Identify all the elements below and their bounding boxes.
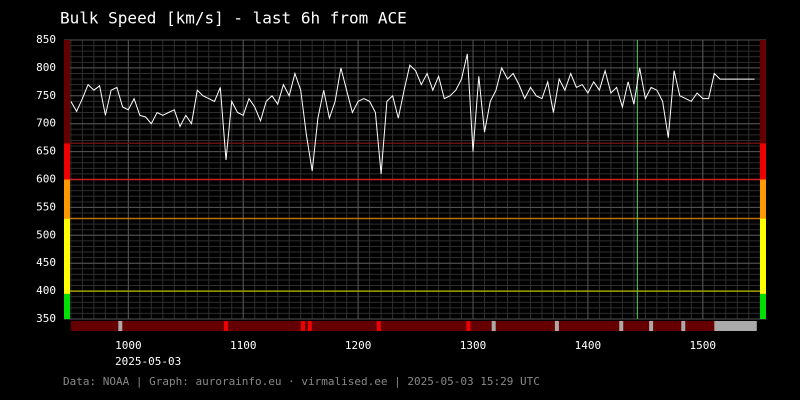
x-tick-label: 1400 [575,339,602,352]
band-left [64,218,70,294]
y-tick-label: 850 [36,33,56,46]
status-mark [554,321,559,331]
status-mark [466,321,471,331]
x-tick-label: 1200 [345,339,372,352]
band-right [760,293,766,319]
status-gap [714,321,757,331]
y-tick-label: 700 [36,117,56,130]
band-right [760,143,766,180]
band-right [760,179,766,219]
status-mark [491,321,496,331]
status-mark [300,321,305,331]
band-left [64,40,70,144]
band-right [760,218,766,294]
y-tick-label: 600 [36,173,56,186]
x-tick-label: 1000 [115,339,142,352]
x-tick-label: 1500 [690,339,717,352]
date-label: 2025-05-03 [115,355,181,368]
x-tick-label: 1100 [230,339,257,352]
y-tick-label: 450 [36,256,56,269]
y-tick-label: 800 [36,61,56,74]
band-left [64,143,70,180]
status-mark [376,321,381,331]
data-line [70,53,755,174]
y-tick-label: 500 [36,228,56,241]
x-tick-label: 1300 [460,339,487,352]
status-mark [307,321,312,331]
status-mark [118,321,123,331]
y-tick-label: 650 [36,145,56,158]
y-tick-label: 750 [36,89,56,102]
status-mark [681,321,686,331]
band-left [64,179,70,219]
y-tick-label: 400 [36,284,56,297]
band-right [760,40,766,144]
band-left [64,293,70,319]
status-bar [70,321,755,331]
status-mark [619,321,624,331]
y-tick-label: 350 [36,312,56,325]
status-mark [224,321,228,331]
chart-title: Bulk Speed [km/s] - last 6h from ACE [60,9,407,28]
status-mark [649,321,654,331]
y-tick-label: 550 [36,200,56,213]
footer: Data: NOAA | Graph: aurorainfo.eu · virm… [63,375,540,388]
